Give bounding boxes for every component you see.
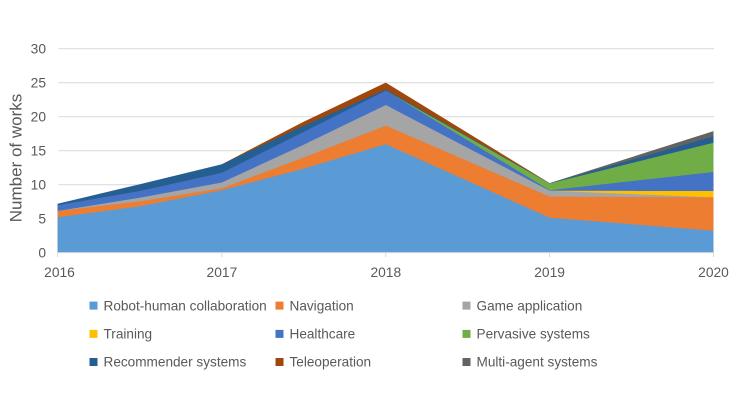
svg-text:Teleoperation: Teleoperation — [290, 355, 372, 370]
svg-text:30: 30 — [31, 42, 47, 57]
svg-text:15: 15 — [31, 144, 47, 159]
svg-text:Training: Training — [104, 327, 153, 342]
svg-text:Navigation: Navigation — [290, 298, 354, 313]
svg-text:10: 10 — [31, 178, 47, 193]
svg-text:Robot-human collaboration: Robot-human collaboration — [104, 298, 267, 313]
svg-text:0: 0 — [38, 246, 46, 261]
svg-text:2019: 2019 — [534, 265, 565, 280]
svg-text:Recommender systems: Recommender systems — [104, 355, 247, 370]
svg-text:Pervasive systems: Pervasive systems — [477, 327, 591, 342]
svg-text:2020: 2020 — [698, 265, 729, 280]
svg-text:25: 25 — [31, 76, 47, 91]
svg-text:2018: 2018 — [370, 265, 401, 280]
svg-text:5: 5 — [38, 212, 46, 227]
svg-text:20: 20 — [31, 110, 47, 125]
svg-text:Number of works: Number of works — [7, 94, 26, 222]
svg-text:Game application: Game application — [477, 298, 583, 313]
svg-text:Healthcare: Healthcare — [290, 327, 356, 342]
svg-text:2016: 2016 — [44, 265, 75, 280]
svg-text:Multi-agent systems: Multi-agent systems — [477, 355, 598, 370]
svg-text:2017: 2017 — [207, 265, 238, 280]
